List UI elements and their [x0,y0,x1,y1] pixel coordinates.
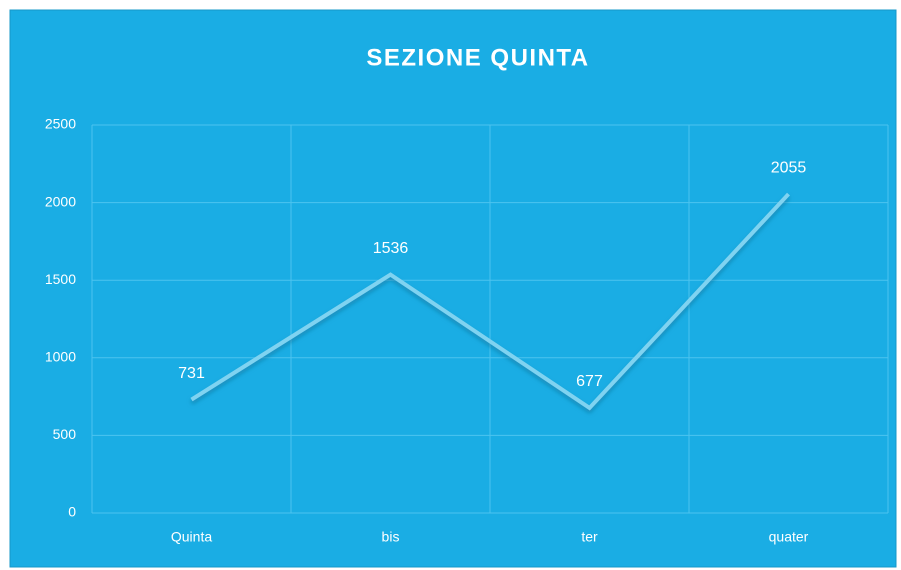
chart-title: SEZIONE QUINTA [366,44,589,71]
y-tick-label: 1000 [45,349,76,365]
y-tick-label: 2500 [45,116,76,132]
chart-background [9,9,897,568]
x-tick-label: Quinta [171,529,212,545]
y-tick-label: 1500 [45,271,76,287]
line [190,192,790,411]
data-label: 2055 [771,159,807,176]
data-label: 1536 [373,240,409,257]
y-tick-label: 0 [68,504,76,520]
y-tick-label: 500 [53,426,77,442]
data-label: 731 [178,365,205,382]
x-tick-label: ter [581,529,598,545]
x-tick-label: bis [382,529,400,545]
y-tick-label: 2000 [45,193,76,209]
data-label: 677 [576,373,603,390]
x-tick-label: quater [769,529,809,545]
